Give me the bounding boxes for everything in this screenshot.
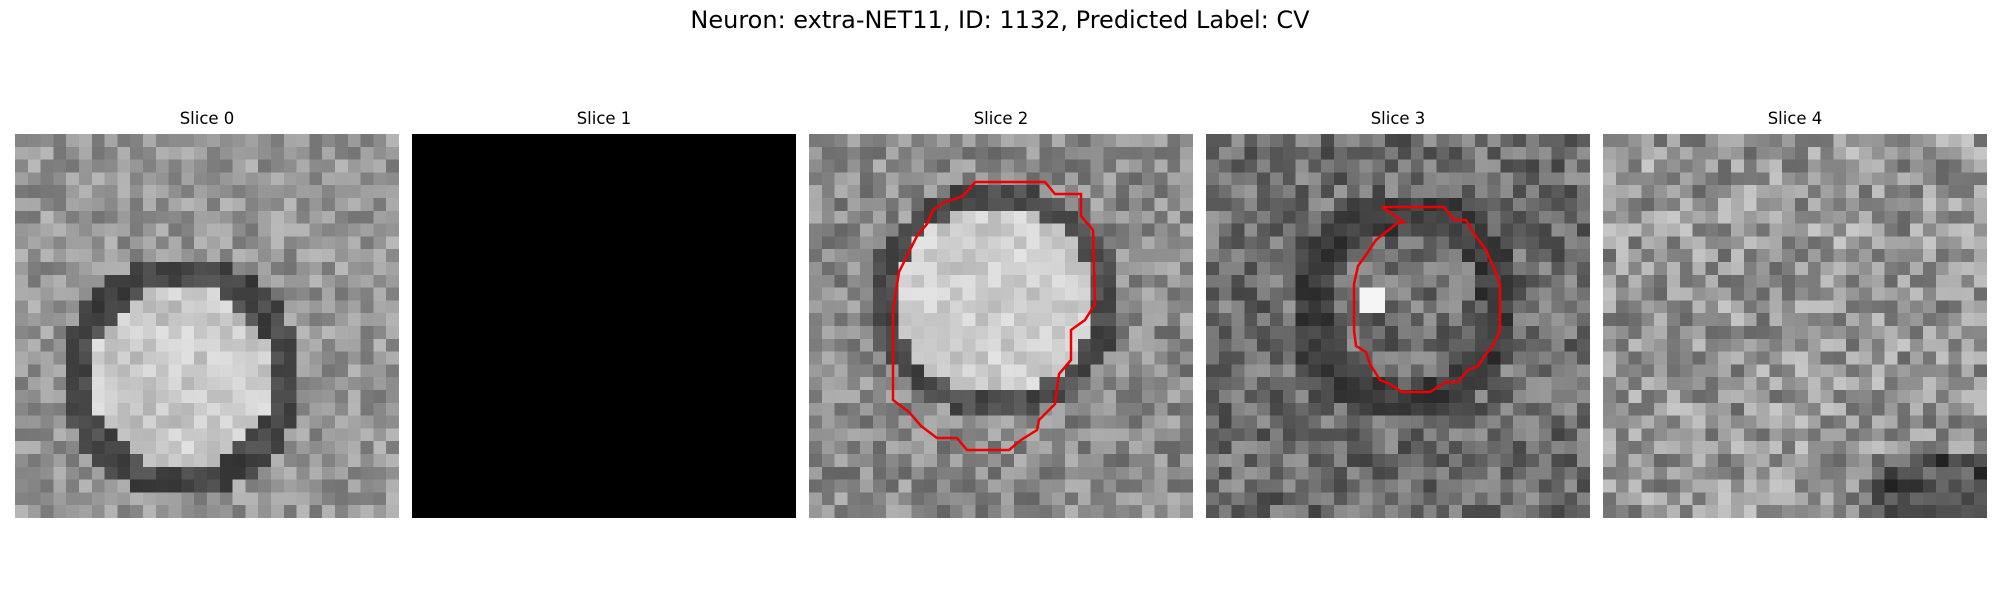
microscopy-image-slice-3 [1206,134,1590,518]
figure-title: Neuron: extra-NET11, ID: 1132, Predicted… [690,6,1310,34]
slice-title: Slice 3 [1370,109,1426,128]
grayscale-image [1206,134,1590,518]
grayscale-image [15,134,399,518]
microscopy-image-slice-4 [1603,134,1987,518]
slice-title: Slice 2 [973,109,1029,128]
microscopy-image-slice-0 [15,134,399,518]
panel-slice-4: Slice 4 [1603,108,1987,518]
segmentation-contour [1352,205,1502,394]
microscopy-image-slice-2 [809,134,1193,518]
panel-slice-1: Slice 1 [412,108,796,518]
slice-title: Slice 1 [576,109,632,128]
grayscale-image [809,134,1193,518]
microscopy-image-slice-1 [412,134,796,518]
panel-slice-3: Slice 3 [1206,108,1590,518]
grayscale-image [1603,134,1987,518]
slice-title: Slice 4 [1767,109,1823,128]
panel-slice-2: Slice 2 [809,108,1193,518]
grayscale-image [412,134,796,518]
slice-title: Slice 0 [179,109,235,128]
panel-slice-0: Slice 0 [15,108,399,518]
segmentation-contour [891,180,1097,452]
